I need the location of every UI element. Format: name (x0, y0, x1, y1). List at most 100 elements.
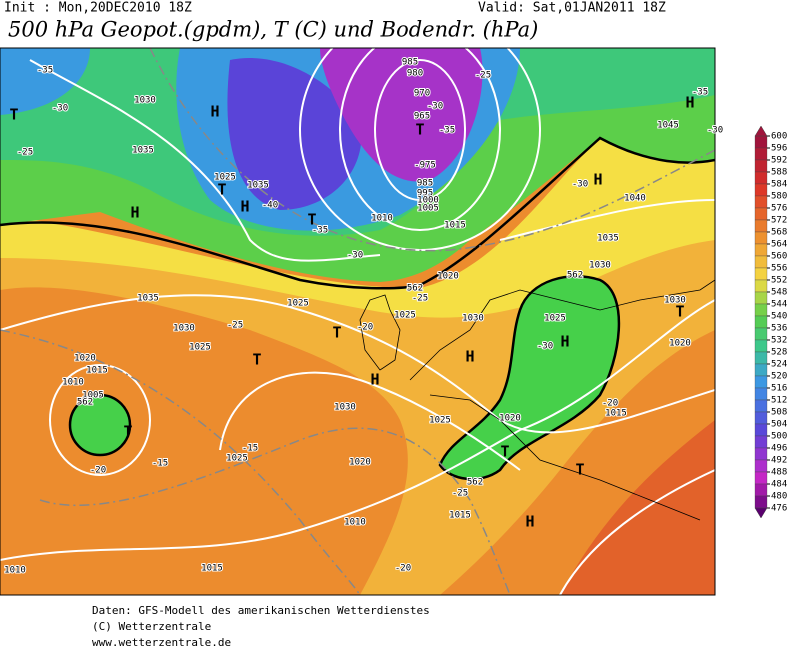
scale-label: 504 (771, 420, 787, 430)
scale-label: 540 (771, 312, 787, 322)
scale-label: 488 (771, 468, 787, 478)
scale-label: 528 (771, 348, 787, 358)
map-area (0, 48, 715, 595)
contour-label: 1020 (669, 339, 691, 349)
contour-label: -30 (707, 126, 723, 136)
scale-label: 588 (771, 168, 787, 178)
pressure-center: H (685, 94, 694, 112)
scale-band (754, 135, 768, 149)
footer-line: Daten: GFS-Modell des amerikanischen Wet… (92, 604, 430, 617)
contour-label: -40 (262, 201, 278, 211)
contour-label: 995 (417, 189, 433, 199)
scale-band (754, 171, 768, 185)
contour-label: 1025 (189, 343, 211, 353)
scale-band (754, 207, 768, 221)
contour-label: -20 (602, 399, 618, 409)
scale-label: 544 (771, 300, 787, 310)
scale-label: 480 (771, 492, 787, 502)
pressure-center: H (560, 333, 569, 351)
scale-label: 592 (771, 156, 787, 166)
contour-label: 985 (402, 58, 418, 68)
contour-label: -15 (242, 444, 258, 454)
scale-label: 476 (771, 504, 787, 514)
scale-label: 572 (771, 216, 787, 226)
scale-band (754, 327, 768, 341)
scale-cap (754, 125, 768, 137)
pressure-center: H (370, 371, 379, 389)
scale-band (754, 339, 768, 353)
scale-label: 520 (771, 372, 787, 382)
contour-label: 1015 (449, 511, 471, 521)
contour-label: 1015 (605, 409, 627, 419)
contour-label: 562 (407, 284, 423, 294)
map-frame (0, 47, 716, 596)
scale-label: 560 (771, 252, 787, 262)
footer-line: www.wetterzentrale.de (92, 636, 231, 648)
contour-label: 1035 (132, 146, 154, 156)
contour-label: -30 (52, 104, 68, 114)
scale-band (754, 315, 768, 329)
contour-label: -30 (572, 180, 588, 190)
pressure-center: T (575, 461, 584, 479)
contour-label: -25 (412, 294, 428, 304)
scale-band (754, 147, 768, 161)
pressure-center: T (332, 324, 341, 342)
pressure-center: T (675, 303, 684, 321)
scale-label: 492 (771, 456, 787, 466)
scale-band (754, 183, 768, 197)
contour-label: -25 (227, 321, 243, 331)
scale-band (754, 303, 768, 317)
contour-label: -35 (692, 88, 708, 98)
scale-band (754, 483, 768, 497)
contour-label: 562 (567, 271, 583, 281)
scale-band (754, 255, 768, 269)
scale-label: 552 (771, 276, 787, 286)
contour-label: 1025 (226, 454, 248, 464)
contour-label: 1025 (544, 314, 566, 324)
contour-label: -20 (90, 466, 106, 476)
pressure-center: T (252, 351, 261, 369)
scale-label: 500 (771, 432, 787, 442)
scale-band (754, 195, 768, 209)
contour-label: -30 (427, 102, 443, 112)
scale-band (754, 447, 768, 461)
scale-label: 512 (771, 396, 787, 406)
contour-label: 1030 (173, 324, 195, 334)
pressure-center: T (500, 443, 509, 461)
contour-label: 562 (77, 398, 93, 408)
contour-label: 1005 (417, 204, 439, 214)
scale-band (754, 495, 768, 509)
scale-label: 580 (771, 192, 787, 202)
contour-label: 980 (407, 69, 423, 79)
contour-label: 1000 (417, 196, 439, 206)
scale-label: 484 (771, 480, 787, 490)
footer-line: (C) Wetterzentrale (92, 620, 211, 633)
valid-time: Valid: Sat,01JAN2011 18Z (478, 1, 666, 16)
scale-band (754, 159, 768, 173)
contour-label: 1030 (589, 261, 611, 271)
contour-label: 1045 (657, 121, 679, 131)
scale-band (754, 435, 768, 449)
contour-label: 1025 (429, 416, 451, 426)
scale-band (754, 219, 768, 233)
scale-label: 508 (771, 408, 787, 418)
contour-label: 1020 (349, 458, 371, 468)
scale-label: 600 (771, 132, 787, 142)
pressure-center: H (240, 198, 249, 216)
scale-band (754, 399, 768, 413)
contour-label: 1020 (437, 272, 459, 282)
contour-label: 1040 (624, 194, 646, 204)
scale-label: 524 (771, 360, 787, 370)
contour-label: 1030 (664, 296, 686, 306)
pressure-center: T (123, 423, 132, 441)
scale-band (754, 267, 768, 281)
pressure-center: T (415, 121, 424, 139)
contour-label: -35 (312, 226, 328, 236)
pressure-center: H (130, 204, 139, 222)
pressure-center: H (210, 103, 219, 121)
scale-label: 596 (771, 144, 787, 154)
contour-label: 1010 (4, 566, 26, 576)
scale-label: 564 (771, 240, 787, 250)
contour-label: 1015 (86, 366, 108, 376)
contour-label: 1015 (444, 221, 466, 231)
